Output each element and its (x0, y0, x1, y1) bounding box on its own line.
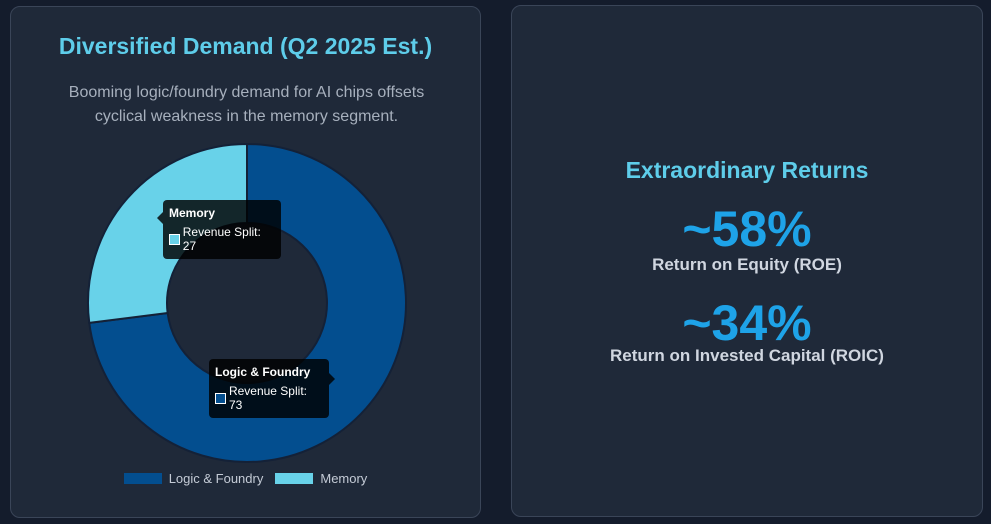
card-subtitle: Booming logic/foundry demand for AI chip… (68, 84, 425, 125)
tooltip-memory: Memory Revenue Split: 27 (157, 200, 281, 259)
tooltip-logic-foundry: Logic & Foundry Revenue Split: 73 (209, 359, 335, 418)
legend-item-memory[interactable]: Memory (275, 471, 367, 486)
roe-label: Return on Equity (ROE) (652, 255, 842, 274)
tooltip-caret (157, 212, 163, 224)
returns-card: Extraordinary Returns ~58% Return on Equ… (511, 5, 983, 517)
tooltip-title: Logic & Foundry (215, 365, 311, 379)
legend-swatch (275, 473, 314, 484)
tooltip-value: Revenue Split: 73 (228, 384, 307, 412)
tooltip-swatch (169, 233, 180, 245)
tooltip-caret (329, 373, 335, 385)
tooltip-swatch (215, 392, 226, 404)
tooltip-value: Revenue Split: 27 (182, 225, 261, 253)
demand-card: Diversified Demand (Q2 2025 Est.) Boomin… (10, 6, 481, 518)
legend-item-logic-foundry[interactable]: Logic & Foundry (123, 471, 264, 486)
legend-label: Logic & Foundry (168, 471, 264, 486)
roe-value: ~58% (682, 201, 812, 257)
legend-label: Memory (320, 471, 368, 486)
returns-title: Extraordinary Returns (625, 157, 869, 183)
roic-label: Return on Invested Capital (ROIC) (610, 346, 884, 365)
card-title: Diversified Demand (Q2 2025 Est.) (58, 33, 433, 59)
chart-legend: Logic & Foundry Memory (11, 471, 480, 486)
legend-swatch (123, 473, 162, 484)
tooltip-title: Memory (169, 206, 216, 220)
roic-value: ~34% (682, 295, 812, 351)
